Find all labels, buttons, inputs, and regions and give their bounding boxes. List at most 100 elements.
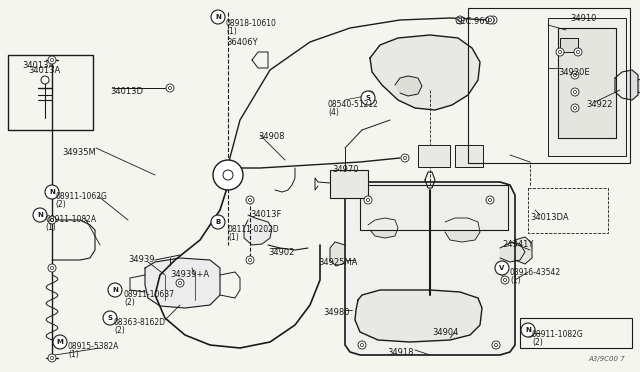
- Circle shape: [488, 198, 492, 202]
- Circle shape: [168, 86, 172, 90]
- Circle shape: [492, 18, 495, 22]
- Text: (4): (4): [328, 108, 339, 117]
- Circle shape: [41, 76, 49, 84]
- Text: 34920E: 34920E: [558, 68, 589, 77]
- Circle shape: [364, 196, 372, 204]
- Circle shape: [526, 329, 534, 337]
- Text: 08915-5382A: 08915-5382A: [68, 342, 120, 351]
- Polygon shape: [330, 242, 345, 266]
- Circle shape: [51, 266, 54, 270]
- Circle shape: [571, 71, 579, 79]
- Text: 08911-10637: 08911-10637: [124, 290, 175, 299]
- Text: 08911-1082G: 08911-1082G: [532, 330, 584, 339]
- Polygon shape: [500, 242, 525, 262]
- Circle shape: [571, 88, 579, 96]
- Circle shape: [51, 356, 54, 360]
- Circle shape: [556, 48, 564, 56]
- Text: 34980: 34980: [323, 308, 349, 317]
- Circle shape: [573, 90, 577, 94]
- Circle shape: [521, 323, 535, 337]
- Text: 34939: 34939: [128, 255, 154, 264]
- Text: 34910: 34910: [570, 14, 596, 23]
- Bar: [548, 18, 626, 156]
- Text: 08540-51212: 08540-51212: [328, 100, 379, 109]
- Bar: [418, 145, 450, 167]
- Circle shape: [179, 281, 182, 285]
- Circle shape: [33, 208, 47, 222]
- Circle shape: [529, 331, 532, 334]
- Text: N: N: [112, 287, 118, 293]
- Text: (1): (1): [226, 27, 237, 36]
- Circle shape: [166, 84, 174, 92]
- Circle shape: [246, 196, 254, 204]
- Text: (1): (1): [45, 223, 56, 232]
- Bar: [560, 38, 578, 52]
- Text: A3/9C00 7: A3/9C00 7: [588, 356, 625, 362]
- Text: 34908: 34908: [258, 132, 285, 141]
- Text: 34918: 34918: [387, 348, 413, 357]
- Circle shape: [51, 218, 54, 222]
- Text: 08916-43542: 08916-43542: [510, 268, 561, 277]
- Circle shape: [246, 256, 254, 264]
- Bar: [360, 185, 508, 230]
- Text: 36406Y: 36406Y: [226, 38, 258, 47]
- Circle shape: [366, 91, 374, 99]
- Text: 34902: 34902: [268, 248, 294, 257]
- Text: 34904: 34904: [432, 328, 458, 337]
- Circle shape: [361, 91, 375, 105]
- Text: 08918-10610: 08918-10610: [226, 19, 277, 28]
- Text: V: V: [499, 265, 505, 271]
- Text: (1): (1): [510, 276, 521, 285]
- Circle shape: [213, 160, 243, 190]
- Polygon shape: [244, 215, 272, 245]
- Text: 34013A: 34013A: [28, 66, 60, 75]
- Text: 34939+A: 34939+A: [170, 270, 209, 279]
- Text: 08911-1082A: 08911-1082A: [45, 215, 96, 224]
- Text: 34922: 34922: [586, 100, 612, 109]
- Circle shape: [489, 16, 497, 24]
- Text: B: B: [216, 219, 221, 225]
- Circle shape: [223, 170, 233, 180]
- Polygon shape: [445, 218, 480, 242]
- Polygon shape: [638, 78, 640, 94]
- Circle shape: [358, 341, 366, 349]
- Bar: [8, 55, 93, 130]
- Text: 34013DA: 34013DA: [530, 213, 568, 222]
- Text: N: N: [525, 327, 531, 333]
- Circle shape: [573, 73, 577, 77]
- Circle shape: [494, 343, 498, 347]
- Circle shape: [495, 261, 509, 275]
- Polygon shape: [395, 76, 422, 96]
- Circle shape: [51, 58, 54, 62]
- Circle shape: [176, 279, 184, 287]
- Circle shape: [571, 104, 579, 112]
- Circle shape: [574, 48, 582, 56]
- Polygon shape: [345, 182, 515, 355]
- Text: N: N: [215, 14, 221, 20]
- Polygon shape: [368, 218, 398, 238]
- Text: 34013D: 34013D: [110, 87, 143, 96]
- Text: 34013A: 34013A: [22, 61, 54, 70]
- Circle shape: [401, 154, 409, 162]
- Circle shape: [486, 16, 494, 24]
- Circle shape: [53, 335, 67, 349]
- Circle shape: [48, 264, 56, 272]
- Text: 08111-0202D: 08111-0202D: [228, 225, 280, 234]
- Circle shape: [48, 56, 56, 64]
- Bar: [468, 8, 630, 163]
- Polygon shape: [370, 35, 480, 110]
- Circle shape: [45, 185, 59, 199]
- Text: 08911-1062G: 08911-1062G: [55, 192, 107, 201]
- Text: 34013F: 34013F: [250, 210, 282, 219]
- Circle shape: [108, 283, 122, 297]
- Circle shape: [366, 198, 370, 202]
- Circle shape: [558, 50, 562, 54]
- Text: 34925MA: 34925MA: [318, 258, 357, 267]
- Circle shape: [504, 278, 507, 282]
- Circle shape: [456, 16, 464, 24]
- Circle shape: [369, 93, 372, 97]
- Circle shape: [211, 215, 225, 229]
- Circle shape: [248, 259, 252, 262]
- Bar: [520, 318, 632, 348]
- Text: (2): (2): [55, 200, 66, 209]
